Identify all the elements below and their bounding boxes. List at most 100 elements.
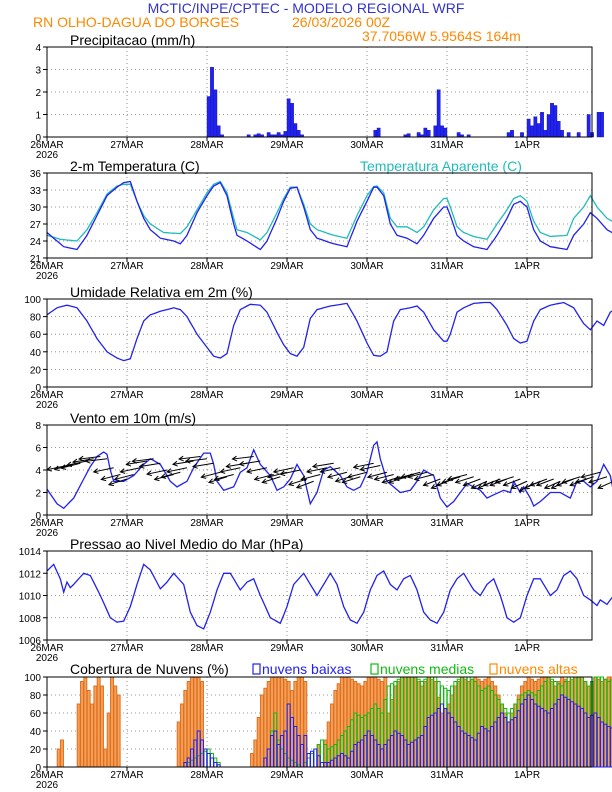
y-tick-label: 3	[35, 66, 41, 77]
precip-bar	[376, 127, 381, 138]
wind-arrow	[306, 467, 328, 473]
wind-arrow-head	[178, 455, 184, 462]
x-tick-label: 26MAR	[30, 643, 63, 654]
y-tick-label: 1014	[19, 547, 42, 558]
coords-label: 37.7056W 5.9564S 164m	[362, 28, 521, 44]
x-tick-label: 27MAR	[110, 770, 143, 781]
cloud-bar-nuvens-baixas	[210, 757, 214, 768]
wind-arrow-head	[272, 468, 279, 474]
x-tick-label: 30MAR	[350, 643, 383, 654]
wind-arrow-head	[125, 460, 132, 467]
x-tick-label: 27MAR	[110, 261, 143, 272]
wind-arrow-head	[153, 475, 160, 482]
x-tick-label: 31MAR	[430, 390, 463, 401]
y-tick-label: 0	[35, 383, 41, 394]
x-tick-label: 26MAR	[30, 261, 63, 272]
cloud-bar-nuvens-baixas	[213, 762, 218, 768]
cloud-bar-nuvens-altas	[83, 676, 88, 768]
wind-arrow-head	[494, 478, 501, 484]
precip-bar	[520, 132, 524, 138]
wind-arrow-head	[489, 481, 496, 487]
x-tick-label: 31MAR	[430, 261, 463, 272]
precip-bar	[373, 130, 378, 138]
wind-arrow-head	[287, 480, 294, 487]
wind-arrow-head	[71, 458, 78, 465]
wind-arrow	[232, 456, 254, 460]
wind-arrow	[442, 476, 461, 483]
x-tick-label: 29MAR	[270, 643, 303, 654]
wind-arrow	[320, 467, 341, 473]
wind-arrow-head	[550, 483, 557, 490]
pressure-title: Pressao ao Nivel Medio do Mar (hPa)	[70, 536, 303, 552]
wind-arrow-head	[393, 475, 400, 482]
y-tick-label: 1010	[19, 592, 42, 603]
y-tick-label: 80	[30, 313, 42, 324]
wind-arrow-head	[146, 470, 152, 477]
run-label: 26/03/2026 00Z	[292, 14, 391, 30]
y-tick-label: 21	[30, 254, 42, 265]
wind-arrow-head	[279, 470, 286, 477]
cloud-bar-nuvens-altas	[176, 721, 181, 768]
wind-arrow-head	[113, 475, 120, 482]
wind-arrow-head	[341, 478, 348, 484]
wind-arrow	[208, 476, 228, 483]
wind-arrow	[342, 476, 361, 483]
precip-bar	[266, 132, 271, 138]
wind-arrow-head	[107, 480, 114, 487]
x-tick-label: 31MAR	[430, 140, 463, 151]
wind-arrow-head	[191, 463, 198, 469]
y-tick-label: 24	[30, 237, 42, 248]
wind-arrow-head	[523, 483, 530, 490]
x-year-label: 2026	[36, 528, 59, 539]
main-title: MCTIC/INPE/CPTEC - MODELO REGIONAL WRF	[148, 0, 465, 16]
cloud-bar-nuvens-altas	[116, 694, 121, 768]
legend-swatch-mid	[370, 663, 379, 675]
wind-arrow-head	[580, 473, 587, 479]
wind-arrow	[120, 467, 141, 473]
x-tick-label: 30MAR	[350, 261, 383, 272]
cloud-bar-nuvens-altas	[93, 685, 98, 768]
wind-arrow-head	[346, 473, 353, 479]
wind-arrow	[201, 471, 221, 478]
clouds-title: Cobertura de Nuvens (%)	[70, 661, 229, 677]
precip-bar	[586, 114, 591, 138]
wind-arrow-head	[430, 483, 437, 490]
wind-arrow-head	[319, 468, 326, 474]
temp-title: 2-m Temperatura (C)	[70, 158, 200, 174]
y-tick-label: 40	[30, 348, 42, 359]
cloud-bar-nuvens-altas	[253, 739, 258, 768]
y-tick-label: 30	[30, 203, 42, 214]
x-year-label: 2026	[36, 400, 59, 411]
wind-arrow	[185, 458, 208, 462]
x-tick-label: 28MAR	[190, 770, 223, 781]
cloud-bar-nuvens-altas	[256, 717, 261, 768]
wind-arrow-head	[131, 458, 138, 464]
x-tick-label: 29MAR	[270, 390, 303, 401]
wind-arrow	[312, 462, 334, 468]
wind-arrow-head	[53, 465, 60, 472]
wind-arrow	[214, 474, 234, 480]
wind-arrow-head	[387, 478, 394, 484]
wind-arrow	[581, 471, 601, 478]
x-tick-label: 28MAR	[190, 518, 223, 529]
rh-title: Umidade Relativa em 2m (%)	[70, 284, 253, 300]
wind-arrow-head	[138, 463, 145, 469]
wind-arrow	[239, 460, 261, 465]
panel-frame	[46, 172, 593, 259]
x-tick-label: 28MAR	[190, 390, 223, 401]
cloud-bar-nuvens-altas	[250, 753, 254, 768]
wind-arrow-head	[119, 468, 126, 474]
cloud-bar-nuvens-altas	[103, 748, 108, 768]
wind-arrow	[54, 463, 74, 470]
wind-arrow	[562, 476, 581, 483]
wind-arrow	[529, 478, 548, 486]
wind-arrow	[597, 481, 612, 489]
precip-bar	[443, 127, 448, 138]
wind-arrow	[360, 465, 381, 471]
x-tick-label: 28MAR	[190, 140, 223, 151]
precip-bar	[296, 130, 301, 138]
wind-arrow-head	[441, 478, 448, 484]
y-tick-label: 33	[30, 186, 42, 197]
wind-arrow	[85, 458, 108, 462]
